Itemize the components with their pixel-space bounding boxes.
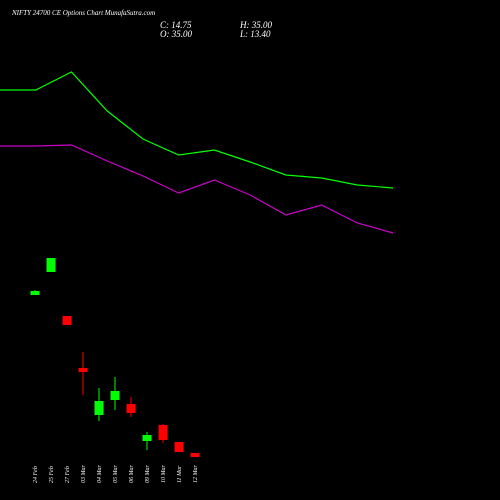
- x-tick-label: 11 Mar: [177, 465, 183, 483]
- candle-body: [126, 404, 136, 413]
- low-info: L: 13.40: [239, 29, 271, 39]
- high-info: H: 35.00: [239, 20, 272, 30]
- candle-body: [142, 435, 152, 441]
- x-tick-label: 27 Feb: [65, 466, 71, 483]
- close-info: C: 14.75: [160, 20, 192, 30]
- x-tick-label: 03 Mar: [81, 465, 87, 483]
- x-tick-label: 24 Feb: [32, 466, 39, 483]
- candle-body: [190, 453, 200, 457]
- chart-title: NIFTY 24700 CE Options Chart MunafaSutra…: [11, 9, 155, 17]
- candle-body: [46, 258, 56, 272]
- x-tick-label: 10 Mar: [161, 465, 167, 483]
- candle-body: [158, 425, 168, 440]
- candle-body: [110, 391, 120, 400]
- moving-average-line: [0, 144, 394, 234]
- candle-body: [94, 401, 104, 415]
- candle-body: [62, 316, 72, 325]
- candle-body: [78, 368, 88, 372]
- x-tick-label: 06 Mar: [129, 465, 135, 483]
- moving-average-line: [0, 71, 394, 189]
- x-tick-label: 04 Mar: [96, 465, 103, 483]
- x-tick-label: 25 Feb: [49, 466, 55, 483]
- x-tick-label: 05 Mar: [113, 465, 119, 483]
- x-tick-label: 09 Mar: [145, 465, 151, 483]
- x-tick-label: 12 Mar: [193, 465, 199, 483]
- open-info: O: 35.00: [160, 29, 192, 39]
- candle-body: [30, 291, 40, 295]
- candle-body: [174, 442, 184, 452]
